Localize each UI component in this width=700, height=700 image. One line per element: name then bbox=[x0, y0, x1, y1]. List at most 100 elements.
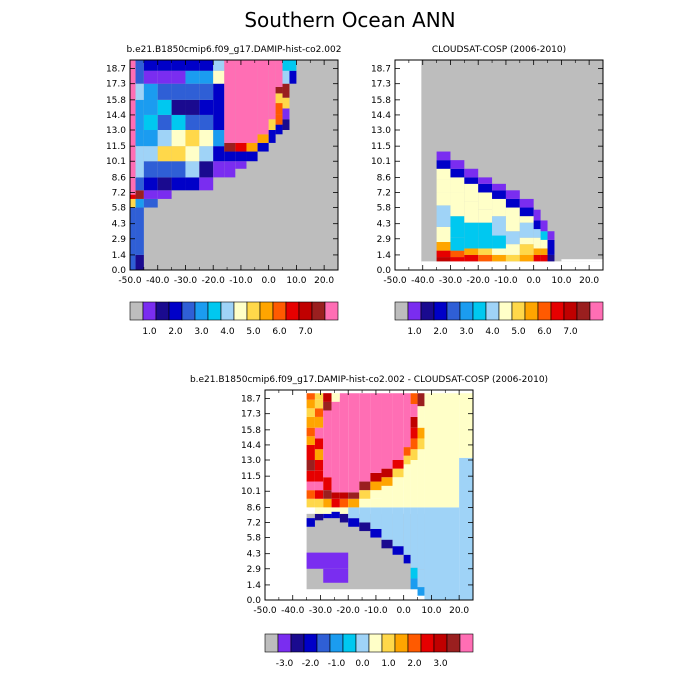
x-tick-label: -30.0 bbox=[174, 276, 198, 286]
heatmap-cell bbox=[224, 151, 236, 162]
heatmap-cell bbox=[268, 119, 276, 130]
heatmap-cell bbox=[348, 507, 360, 519]
heatmap-cell bbox=[306, 444, 315, 460]
panel-title: CLOUDSAT-COSP (2006-2010) bbox=[432, 45, 566, 55]
heatmap-cell bbox=[257, 142, 269, 152]
y-tick-label: 10.1 bbox=[106, 157, 126, 167]
y-tick-label: 0.0 bbox=[377, 266, 392, 276]
colorbar-swatch bbox=[394, 633, 409, 653]
heatmap-cell bbox=[199, 177, 214, 191]
heatmap-cell bbox=[235, 60, 247, 143]
heatmap-cell bbox=[143, 177, 158, 191]
heatmap-cell bbox=[213, 146, 225, 162]
heatmap-cell bbox=[392, 477, 404, 508]
heatmap-cell bbox=[282, 97, 290, 109]
heatmap-cell bbox=[331, 498, 340, 508]
heatmap-cell bbox=[143, 114, 158, 130]
heatmap-cell bbox=[130, 194, 136, 199]
heatmap-cell bbox=[185, 130, 200, 147]
colorbar-swatch bbox=[272, 301, 287, 321]
x-tick-label: -10.0 bbox=[364, 606, 388, 616]
heatmap-cell bbox=[171, 70, 186, 84]
panel-title: b.e21.B1850cmip6.f09_g17.DAMIP-hist-co2.… bbox=[127, 45, 342, 55]
colorbar-tick-label: 2.0 bbox=[168, 327, 183, 337]
heatmap-cell bbox=[505, 198, 520, 208]
heatmap-cell bbox=[492, 216, 506, 236]
heatmap-cell bbox=[224, 142, 236, 152]
y-tick-label: 2.9 bbox=[247, 565, 262, 575]
heatmap-cell bbox=[417, 406, 425, 428]
plot-border bbox=[129, 59, 339, 271]
heatmap-cell bbox=[505, 231, 520, 245]
heatmap-cell bbox=[381, 468, 393, 478]
y-tick-label: 8.6 bbox=[377, 173, 392, 183]
heatmap-cell bbox=[417, 427, 425, 439]
y-tick-label: 10.1 bbox=[371, 157, 391, 167]
heatmap-cell bbox=[478, 222, 493, 249]
heatmap-cell bbox=[464, 254, 479, 262]
heatmap-cell bbox=[492, 235, 506, 249]
heatmap-cell bbox=[171, 177, 186, 191]
y-tick-label: 8.6 bbox=[112, 173, 127, 183]
colorbar-swatch bbox=[446, 301, 461, 321]
heatmap-cell bbox=[235, 142, 247, 152]
heatmap-cell bbox=[359, 490, 371, 499]
y-tick-label: 5.8 bbox=[247, 534, 262, 544]
plot-border bbox=[394, 59, 604, 271]
colorbar-swatch bbox=[329, 633, 344, 653]
heatmap-cell bbox=[370, 490, 382, 499]
heatmap-cell bbox=[533, 254, 541, 262]
heatmap-cell bbox=[246, 151, 258, 162]
colorbar-swatch bbox=[459, 301, 474, 321]
x-tick-label: 20.0 bbox=[449, 606, 469, 616]
x-tick-label: -10.0 bbox=[494, 276, 518, 286]
heatmap-cell bbox=[436, 160, 451, 169]
heatmap-cell bbox=[306, 498, 315, 508]
x-tick-label: 0.0 bbox=[262, 276, 277, 286]
heatmap-cell bbox=[519, 198, 534, 208]
heatmap-cell bbox=[171, 60, 186, 71]
heatmap-cell bbox=[403, 447, 411, 456]
colorbar-swatch bbox=[168, 301, 183, 321]
heatmap-cell bbox=[157, 60, 172, 71]
y-tick-label: 11.5 bbox=[106, 142, 126, 152]
heatmap-cell bbox=[436, 151, 451, 161]
heatmap-cell bbox=[306, 416, 315, 428]
colorbar-swatch bbox=[368, 633, 383, 653]
heatmap-cell bbox=[275, 114, 283, 125]
heatmap-cell bbox=[410, 507, 418, 568]
heatmap-cell bbox=[306, 436, 315, 445]
heatmap-cell bbox=[306, 481, 315, 491]
heatmap-cell bbox=[417, 587, 425, 596]
heatmap-cell bbox=[143, 190, 158, 199]
x-tick-label: -40.0 bbox=[281, 606, 305, 616]
y-tick-label: 7.2 bbox=[247, 518, 261, 528]
heatmap-cell bbox=[436, 179, 451, 193]
colorbar-swatch bbox=[194, 301, 209, 321]
heatmap-cell bbox=[143, 198, 158, 208]
heatmap-cell bbox=[331, 492, 340, 499]
heatmap-cell bbox=[323, 477, 332, 491]
colorbar-swatch bbox=[324, 301, 339, 321]
heatmap-cell bbox=[339, 498, 349, 508]
colorbar-swatch bbox=[155, 301, 170, 321]
y-tick-label: 13.0 bbox=[106, 126, 126, 136]
y-tick-label: 14.4 bbox=[241, 441, 261, 451]
heatmap-cell bbox=[306, 552, 349, 569]
heatmap-cell bbox=[410, 393, 418, 404]
heatmap-cell bbox=[314, 490, 324, 499]
heatmap-cell bbox=[370, 507, 382, 529]
heatmap-cell bbox=[370, 481, 382, 491]
heatmap-cell bbox=[417, 438, 425, 450]
colorbar-swatch bbox=[342, 633, 357, 653]
colorbar-swatch bbox=[303, 633, 318, 653]
heatmap-cell bbox=[492, 254, 506, 262]
colorbar-tick-label: 2.0 bbox=[433, 327, 448, 337]
x-tick-label: 10.0 bbox=[421, 606, 441, 616]
heatmap-cell bbox=[547, 239, 555, 255]
colorbar-tick-label: 3.0 bbox=[433, 659, 448, 669]
heatmap-cell bbox=[403, 464, 411, 508]
heatmap-cell bbox=[185, 99, 200, 115]
heatmap-cell bbox=[424, 507, 460, 600]
heatmap-cell bbox=[268, 130, 276, 143]
